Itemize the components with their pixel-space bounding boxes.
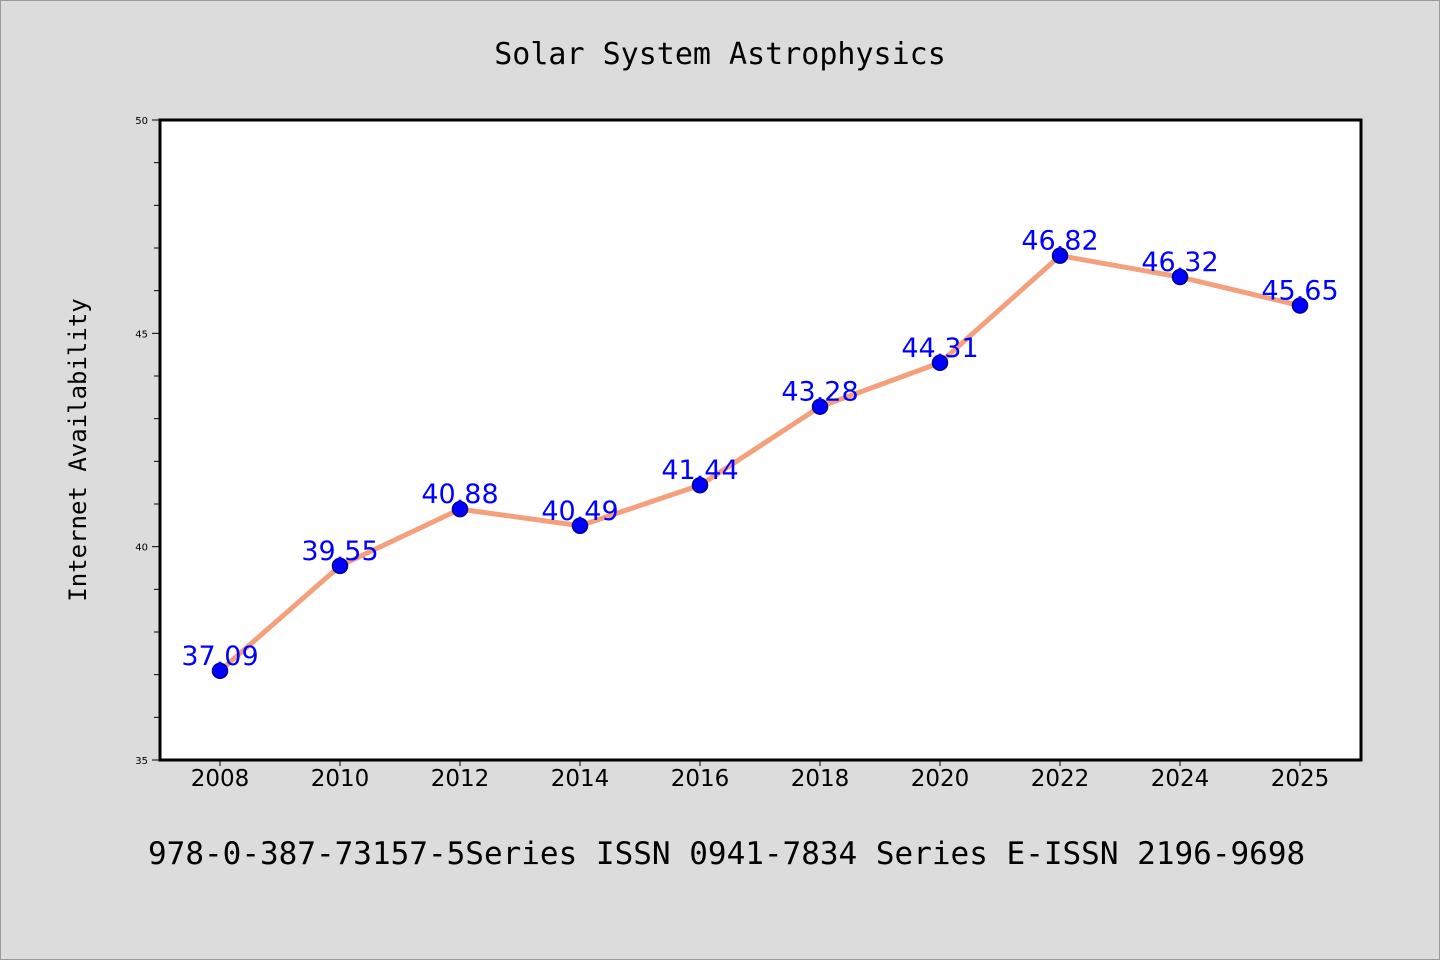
x-tick-label: 2014	[551, 766, 610, 792]
data-label: 40.88	[421, 479, 498, 510]
y-tick-label: 40	[135, 543, 148, 554]
x-tick-label: 2024	[1151, 766, 1210, 792]
x-tick-label: 2018	[791, 766, 850, 792]
data-labels: 37.09 39.55 40.88 40.49 41.44 43.28 44.31 46.82…	[181, 226, 1338, 672]
plot-area	[158, 118, 1363, 762]
data-label: 37.09	[181, 641, 258, 672]
data-point	[331, 557, 349, 575]
data-point	[211, 662, 229, 680]
data-label: 44.31	[901, 333, 978, 364]
data-label: 40.49	[541, 496, 618, 527]
data-point	[1171, 268, 1189, 286]
y-tick-label: 50	[135, 116, 148, 127]
x-tick-label: 2025	[1271, 766, 1330, 792]
data-label: 46.32	[1141, 247, 1218, 278]
data-point	[451, 500, 469, 518]
series-line	[217, 253, 1303, 674]
data-label: 46.82	[1021, 226, 1098, 257]
data-label: 43.28	[781, 377, 858, 408]
series-group	[211, 247, 1309, 680]
x-axis: 2008 2010 2012 2014 2016 2018 2020 2022 2024 2025	[191, 760, 1330, 792]
data-label: 45.65	[1261, 276, 1338, 307]
y-axis-label: Internet Availability	[64, 298, 92, 601]
footer-isbn-issn: 978-0-387-73157-5Series ISSN 0941-7834 S…	[148, 836, 1305, 872]
data-point	[811, 398, 829, 415]
x-tick-label: 2010	[311, 766, 370, 792]
data-label: 39.55	[301, 536, 378, 567]
x-tick-label: 2022	[1031, 766, 1090, 792]
data-point	[691, 476, 709, 494]
y-tick-label: 35	[135, 756, 148, 767]
data-point	[1051, 247, 1069, 264]
x-tick-label: 2016	[671, 766, 730, 792]
data-point	[1291, 297, 1309, 314]
x-tick-label: 2012	[431, 766, 490, 792]
y-axis: 35 40 45 50	[135, 116, 160, 767]
data-point	[571, 517, 589, 535]
data-point	[931, 354, 949, 372]
x-tick-label: 2008	[191, 766, 250, 792]
y-tick-label: 45	[135, 329, 148, 340]
data-label: 41.44	[661, 455, 738, 486]
x-tick-label: 2020	[911, 766, 970, 792]
chart-title: Solar System Astrophysics	[494, 37, 946, 72]
